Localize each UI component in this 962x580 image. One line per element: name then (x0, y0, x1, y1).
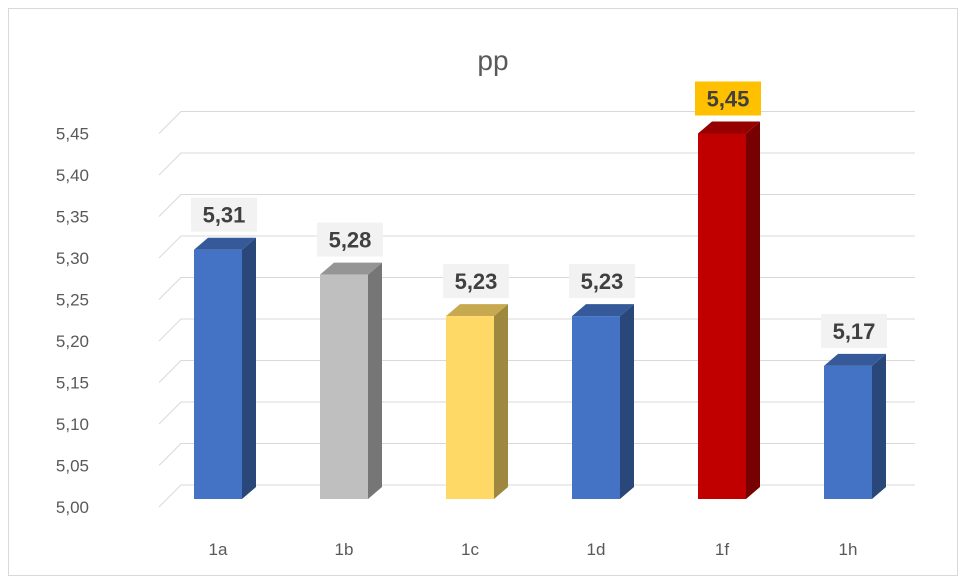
bar-front (698, 133, 746, 499)
gridline (158, 277, 915, 300)
gridline (158, 443, 915, 466)
x-tick-label: 1h (839, 540, 858, 559)
gridline (158, 401, 915, 425)
data-label-box (569, 264, 635, 299)
x-tick-label: 1f (715, 540, 729, 559)
y-tick-label: 5,35 (56, 208, 89, 227)
y-tick-label: 5,30 (56, 249, 89, 268)
data-label-1a: 5,31 (191, 197, 257, 232)
bar-top (320, 262, 382, 275)
bar-1h (824, 353, 886, 499)
data-label-text: 5,28 (329, 228, 372, 253)
bar-side (746, 121, 760, 499)
data-label-box (821, 313, 887, 348)
bar-side (242, 237, 256, 499)
data-label-1b: 5,28 (317, 222, 383, 257)
y-tick-label: 5,05 (56, 457, 89, 476)
y-tick-label: 5,20 (56, 332, 89, 351)
bar-front (194, 249, 242, 499)
bar-1b (320, 262, 382, 499)
gridline (158, 111, 915, 134)
bar-side (494, 304, 508, 499)
bar-top (572, 304, 634, 317)
y-axis-ticks: 5,00 5,05 5,10 5,15 5,20 5,25 5,30 5,35 5,40 5,45 (56, 125, 89, 518)
bar-1a (194, 237, 256, 499)
data-label-text: 5,31 (203, 203, 246, 228)
chart-title: pp (477, 45, 508, 76)
bar-top (824, 353, 886, 366)
data-label-box (191, 197, 257, 232)
bar-1c (446, 304, 508, 499)
bar-front (824, 365, 872, 499)
bar-1f (698, 121, 760, 499)
bar-side (620, 304, 634, 499)
gridline (158, 360, 915, 383)
data-label-text: 5,45 (707, 87, 750, 112)
data-label-box (317, 222, 383, 257)
bar-front (572, 316, 620, 499)
data-label-text: 5,23 (581, 269, 624, 294)
bar-chart: pp 5,005,055,105,155,205,255,305,355,405… (56, 45, 915, 559)
x-tick-label: 1c (461, 540, 479, 559)
data-label-box (443, 264, 509, 299)
bar-side (368, 262, 382, 499)
bar-side (872, 353, 886, 499)
x-tick-label: 1b (335, 540, 354, 559)
bar-front (320, 274, 368, 499)
gridline (158, 194, 915, 217)
x-axis-ticks: 1a 1b 1c 1d 1f 1h (209, 540, 858, 559)
y-tick-label: 5,25 (56, 291, 89, 310)
data-label-text: 5,17 (833, 319, 876, 344)
data-label-1f: 5,45 (695, 81, 761, 116)
x-tick-label: 1d (587, 540, 606, 559)
gridlines (158, 111, 915, 508)
gridline (158, 235, 915, 259)
data-label-1c: 5,23 (443, 264, 509, 299)
y-tick-label: 5,40 (56, 166, 89, 185)
y-tick-label: 5,00 (56, 498, 89, 517)
bar-top (698, 121, 760, 134)
y-tick-label: 5,15 (56, 374, 89, 393)
y-tick-label: 5,10 (56, 415, 89, 434)
bar-top (194, 237, 256, 250)
bars (194, 121, 886, 499)
x-tick-label: 1a (209, 540, 228, 559)
data-label-text: 5,23 (455, 269, 498, 294)
data-label-box (695, 81, 761, 116)
gridline (158, 152, 915, 176)
chart-frame: pp 5,00 5,05 5,10 5,15 5,20 5,25 5,30 5,35 5,40 5… (8, 8, 958, 576)
data-label-1d: 5,23 (569, 264, 635, 299)
bar-top (446, 304, 508, 317)
gridline (158, 318, 915, 342)
data-labels: 5,31 5,28 5,23 5,23 5,45 5,17 (191, 81, 887, 348)
bar-1d (572, 304, 634, 499)
y-tick-label: 5,45 (56, 125, 89, 144)
gridline (158, 484, 915, 508)
data-label-1h: 5,17 (821, 313, 887, 348)
bar-front (446, 316, 494, 499)
